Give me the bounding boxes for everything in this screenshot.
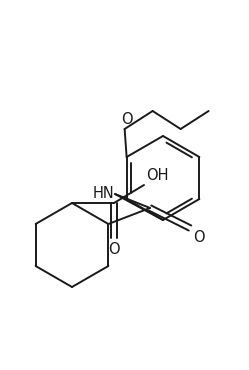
Text: HN: HN <box>93 185 115 201</box>
Text: O: O <box>121 112 132 127</box>
Text: OH: OH <box>146 168 169 183</box>
Text: O: O <box>193 230 205 245</box>
Text: O: O <box>108 242 120 257</box>
